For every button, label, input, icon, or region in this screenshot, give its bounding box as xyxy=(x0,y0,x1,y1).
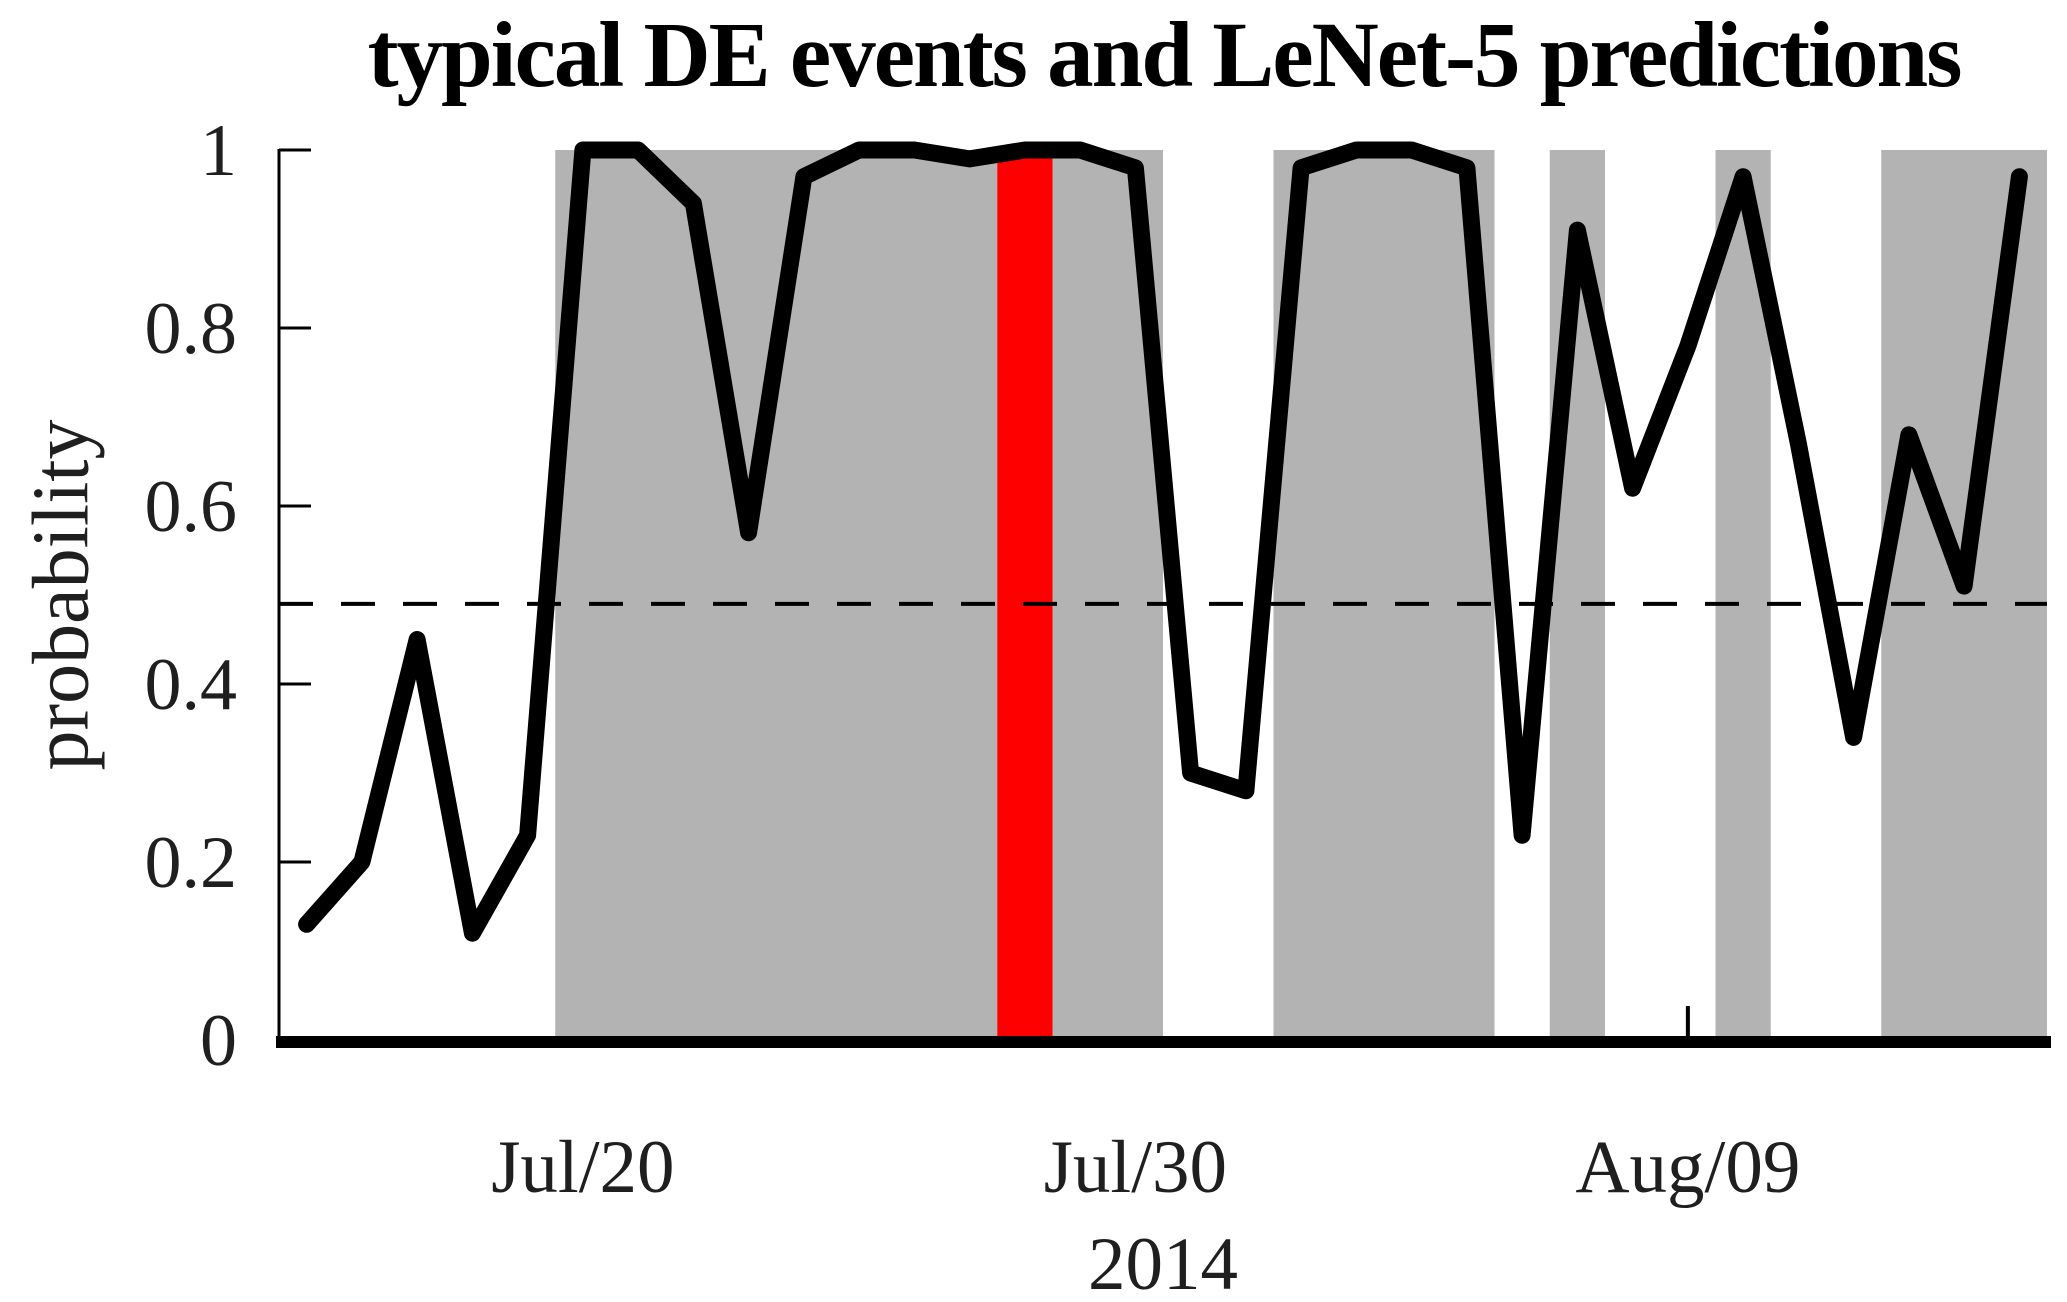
y-tick-label: 0.4 xyxy=(145,644,238,726)
highlight-band xyxy=(997,150,1053,1040)
x-tick-label: Aug/09 xyxy=(1575,1126,1800,1209)
x-axis-year-label: 2014 xyxy=(1088,1223,1238,1302)
y-tick-label: 0 xyxy=(200,1000,237,1082)
event-band xyxy=(1881,150,2047,1040)
y-tick-label: 1 xyxy=(200,110,237,192)
event-band xyxy=(1273,150,1495,1040)
x-tick-label: Jul/30 xyxy=(1044,1126,1227,1209)
x-tick-label: Jul/20 xyxy=(491,1126,674,1209)
chart-title: typical DE events and LeNet-5 prediction… xyxy=(367,4,1963,107)
y-tick-label: 0.8 xyxy=(145,288,238,370)
prediction-line xyxy=(298,141,2028,942)
y-tick-label: 0.2 xyxy=(145,822,238,904)
y-tick-label: 0.6 xyxy=(145,466,238,548)
event-band xyxy=(555,150,998,1040)
